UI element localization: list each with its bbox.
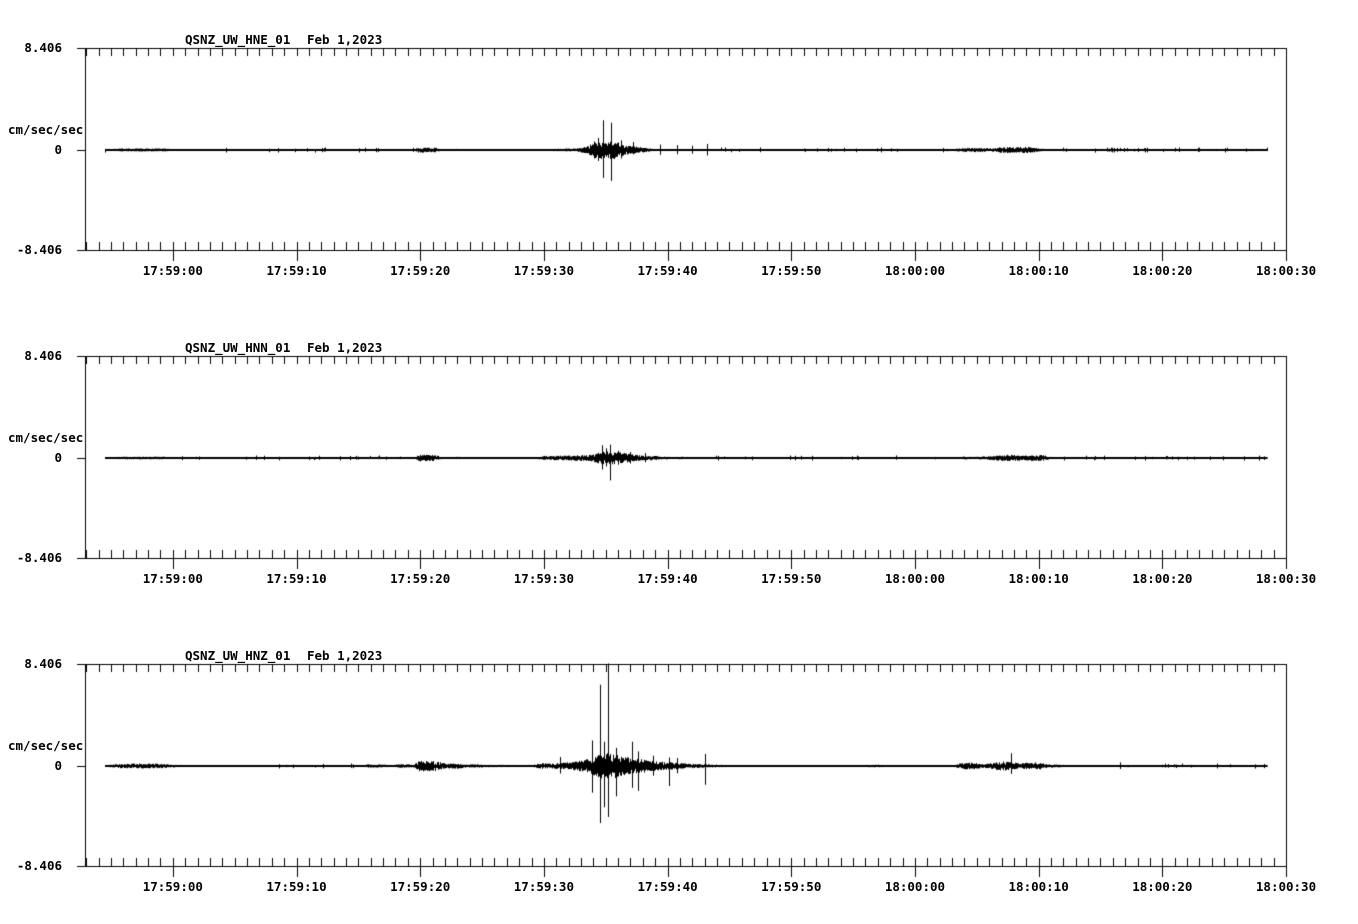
station-channel-title: QSNZ_UW_HNN_01 [185,340,291,355]
y-axis-max-label: 8.406 [24,656,62,671]
x-axis-time-label: 18:00:00 [884,879,946,894]
y-axis-zero-label: 0 [54,142,62,157]
x-axis-time-label: 18:00:10 [1008,263,1069,278]
x-axis-time-label: 17:59:50 [761,263,822,278]
x-axis-time-label: 18:00:30 [1255,879,1317,894]
waveform-canvas [0,654,1358,888]
x-axis-time-label: 17:59:30 [513,879,574,894]
y-axis-min-label: -8.406 [16,858,62,873]
x-axis-time-label: 17:59:50 [761,879,822,894]
date-label: Feb 1,2023 [307,648,383,663]
y-axis-units-label: cm/sec/sec [8,738,84,753]
station-channel-title: QSNZ_UW_HNZ_01 [185,648,291,663]
x-axis-time-label: 17:59:00 [142,879,203,894]
x-axis-time-label: 18:00:20 [1132,571,1193,586]
x-axis-time-label: 17:59:50 [761,571,822,586]
x-axis-time-label: 18:00:30 [1255,263,1317,278]
waveform-canvas [0,38,1358,272]
x-axis-time-label: 17:59:10 [266,263,327,278]
date-label: Feb 1,2023 [307,340,383,355]
x-axis-time-label: 18:00:30 [1255,571,1317,586]
y-axis-zero-label: 0 [54,450,62,465]
x-axis-time-label: 17:59:10 [266,571,327,586]
x-axis-time-label: 17:59:10 [266,879,327,894]
x-axis-time-label: 18:00:20 [1132,879,1193,894]
x-axis-time-label: 17:59:40 [637,571,698,586]
x-axis-time-label: 18:00:10 [1008,879,1069,894]
x-axis-time-label: 17:59:40 [637,879,698,894]
x-axis-time-label: 17:59:40 [637,263,698,278]
x-axis-time-label: 17:59:30 [513,263,574,278]
y-axis-max-label: 8.406 [24,348,62,363]
x-axis-time-label: 17:59:00 [142,571,203,586]
date-label: Feb 1,2023 [307,32,383,47]
y-axis-min-label: -8.406 [16,242,62,257]
x-axis-time-label: 18:00:00 [884,263,946,278]
x-axis-time-label: 17:59:20 [390,879,451,894]
x-axis-time-label: 17:59:30 [513,571,574,586]
waveform-canvas [0,346,1358,580]
x-axis-time-label: 18:00:00 [884,571,946,586]
station-channel-title: QSNZ_UW_HNE_01 [185,32,291,47]
y-axis-units-label: cm/sec/sec [8,430,84,445]
x-axis-time-label: 17:59:20 [390,263,451,278]
x-axis-time-label: 17:59:20 [390,571,451,586]
y-axis-zero-label: 0 [54,758,62,773]
x-axis-time-label: 18:00:10 [1008,571,1069,586]
x-axis-time-label: 18:00:20 [1132,263,1193,278]
y-axis-max-label: 8.406 [24,40,62,55]
y-axis-units-label: cm/sec/sec [8,122,84,137]
y-axis-min-label: -8.406 [16,550,62,565]
x-axis-time-label: 17:59:00 [142,263,203,278]
